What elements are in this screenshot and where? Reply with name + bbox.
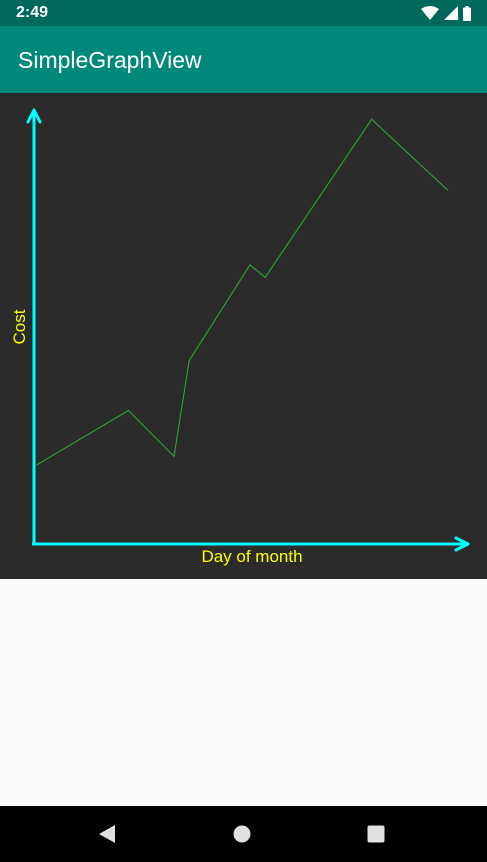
- status-icons: [421, 5, 471, 21]
- status-bar: 2:49: [0, 0, 487, 26]
- data-point: [447, 189, 448, 190]
- data-point: [37, 464, 38, 465]
- axes: [28, 110, 468, 550]
- data-point: [249, 264, 250, 265]
- graph-view: Cost Day of month: [0, 93, 487, 579]
- x-axis-label: Day of month: [0, 547, 487, 567]
- data-point: [189, 360, 190, 361]
- y-axis-label: Cost: [10, 297, 30, 357]
- recents-icon: [367, 825, 385, 843]
- data-point: [173, 456, 174, 457]
- back-button[interactable]: [93, 820, 121, 848]
- status-time: 2:49: [16, 4, 48, 22]
- series-layer: [37, 119, 449, 466]
- data-point: [128, 410, 129, 411]
- battery-icon: [463, 6, 471, 21]
- app-bar: SimpleGraphView: [0, 26, 487, 93]
- data-point: [265, 277, 266, 278]
- data-point: [371, 119, 372, 120]
- wifi-icon: [421, 6, 439, 20]
- content-area: [0, 579, 487, 806]
- app-title: SimpleGraphView: [18, 47, 202, 74]
- recents-button[interactable]: [362, 820, 390, 848]
- graph-canvas: [0, 93, 487, 579]
- back-icon: [98, 824, 116, 844]
- navigation-bar: [0, 806, 487, 862]
- cell-signal-icon: [444, 6, 458, 20]
- home-icon: [233, 825, 251, 843]
- series-line-0: [37, 119, 447, 464]
- home-button[interactable]: [228, 820, 256, 848]
